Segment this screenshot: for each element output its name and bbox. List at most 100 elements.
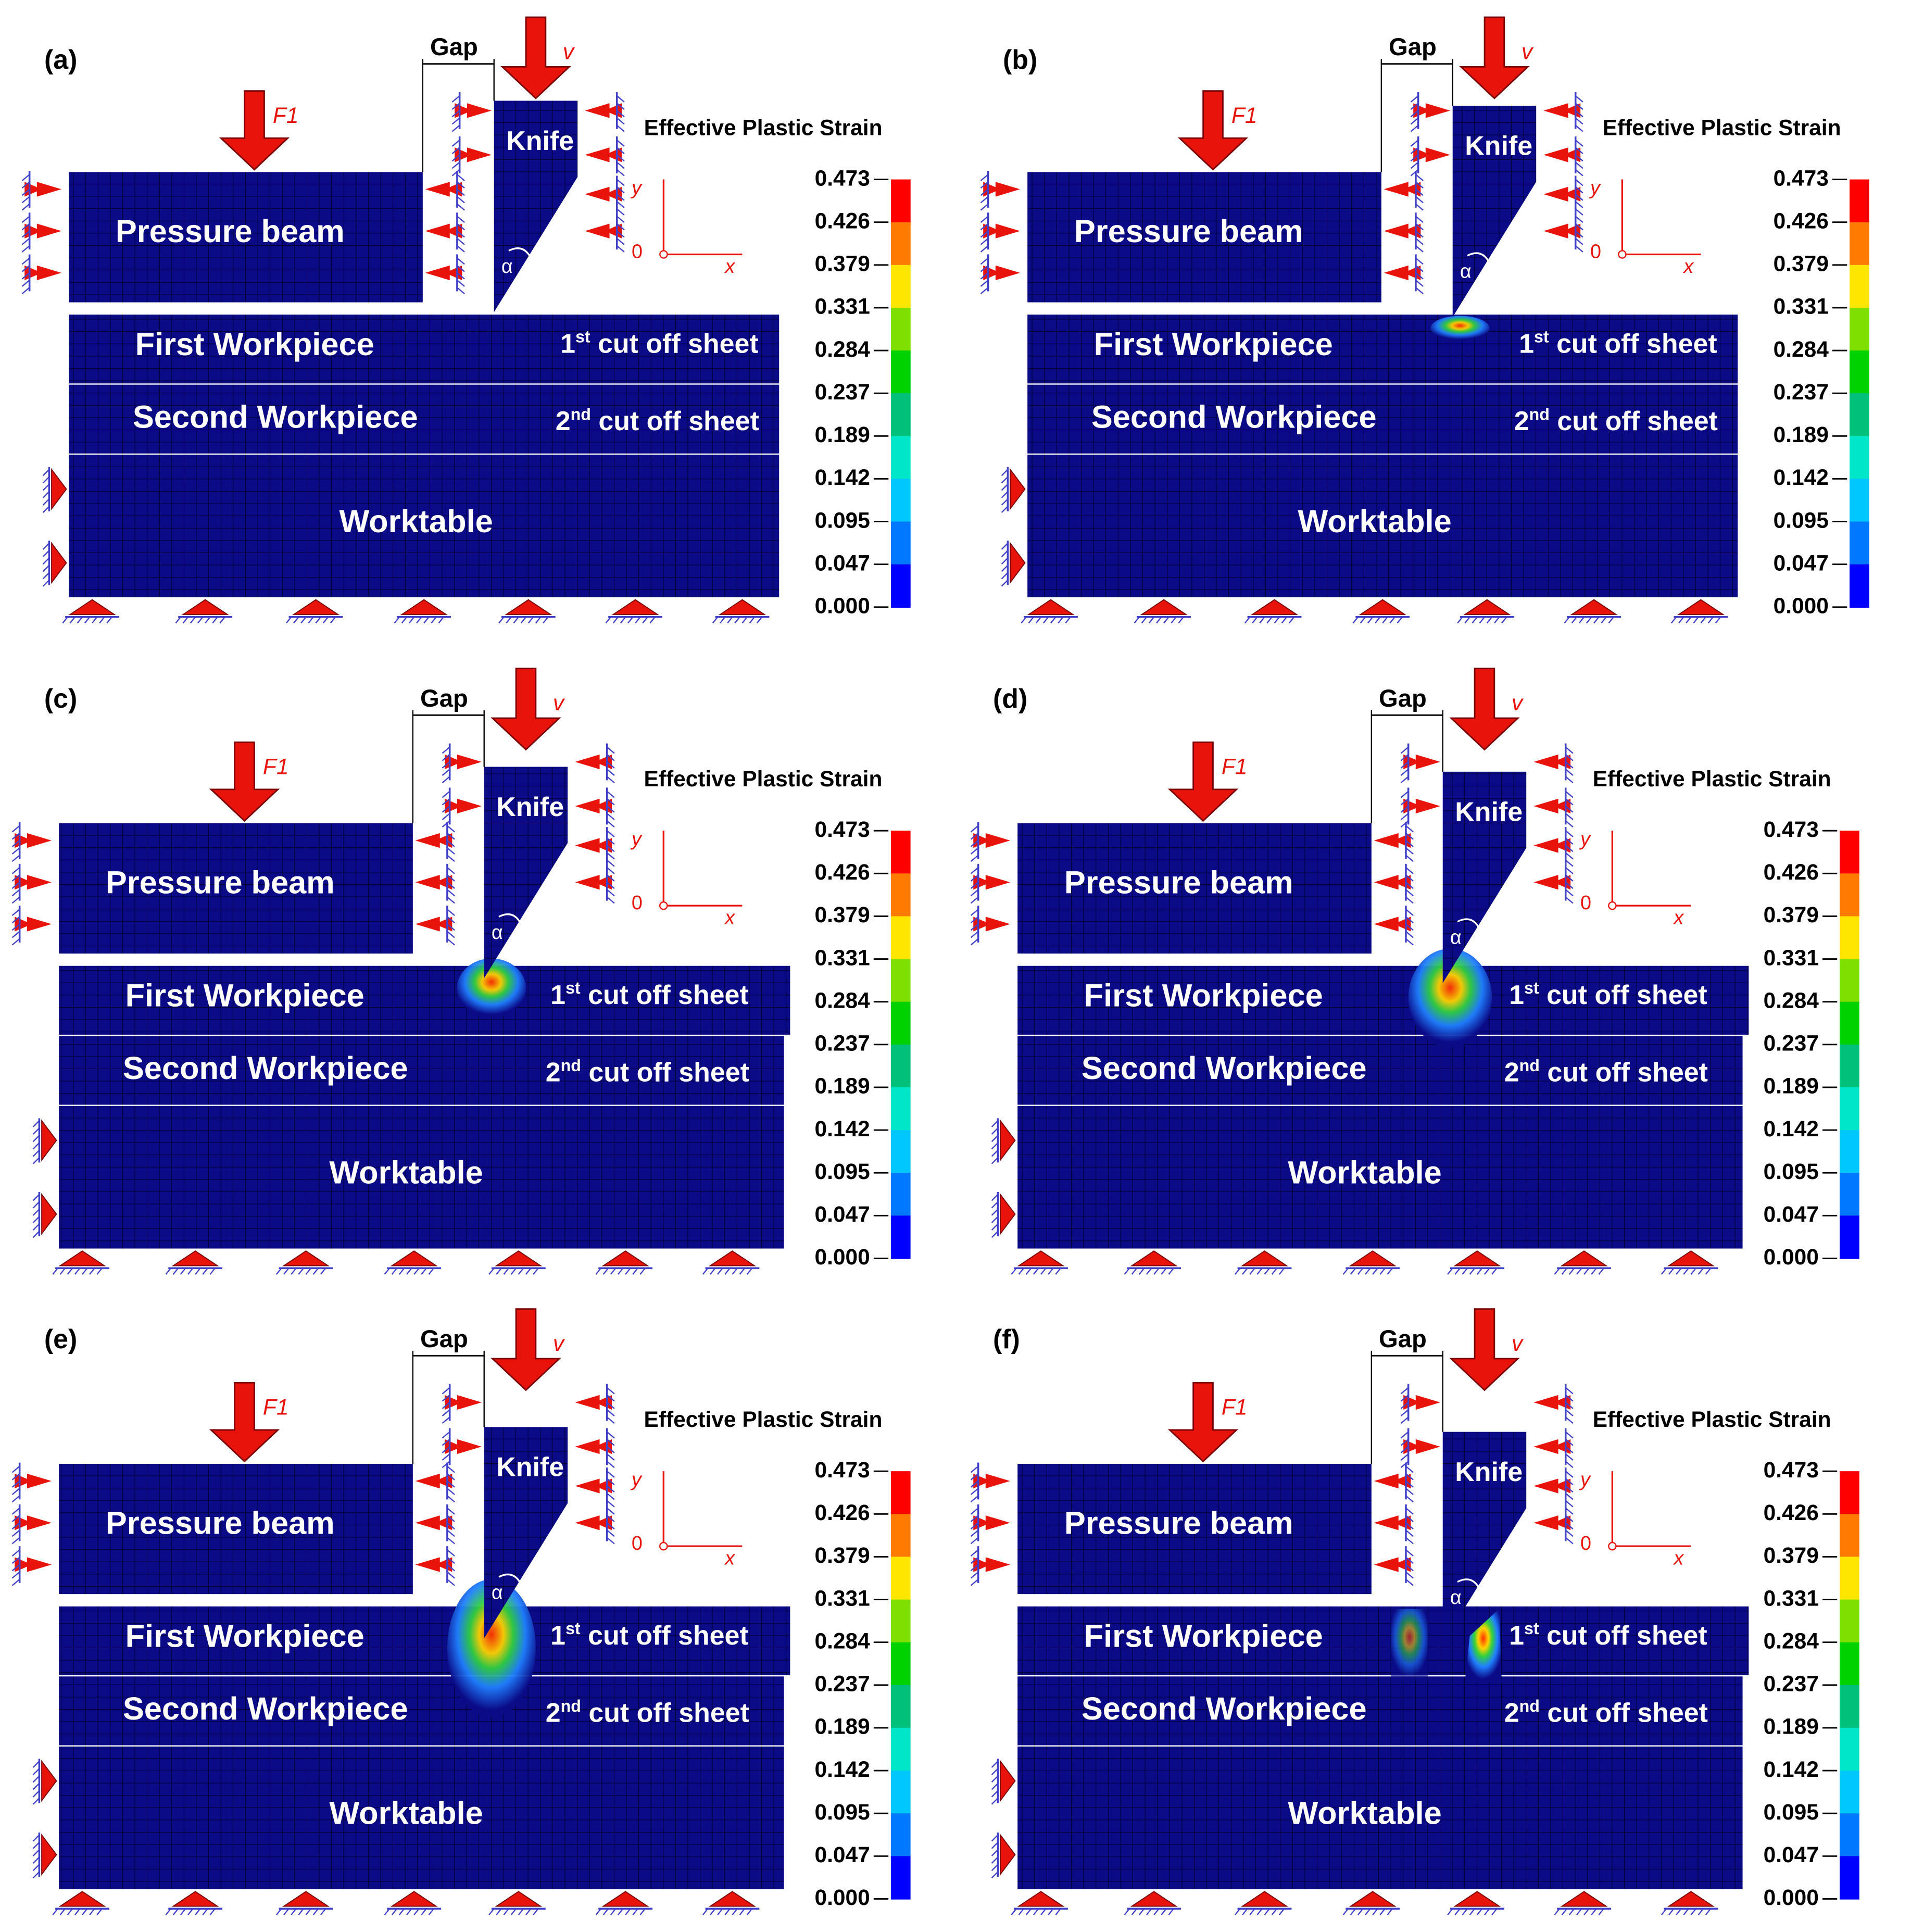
colorbar-tick-label: 0.189 xyxy=(815,422,870,447)
second-workpiece xyxy=(1017,1676,1743,1746)
table-side-support-icon xyxy=(1001,541,1026,587)
beam-constraint-icon xyxy=(11,906,52,946)
colorbar-tick-label: 0.047 xyxy=(815,1842,870,1867)
second-cut-off-sheet-label: 2nd cut off sheet xyxy=(1514,405,1718,436)
table-base-support-icon xyxy=(1352,599,1410,624)
table-side-support-icon xyxy=(991,1832,1016,1878)
alpha-arc-icon xyxy=(498,913,522,925)
colorbar-segment xyxy=(1849,521,1869,565)
colorbar-segment xyxy=(1839,1770,1859,1814)
knife-label: Knife xyxy=(1455,797,1523,827)
colorbar-tick-label: 0.000 xyxy=(1763,1245,1818,1269)
colorbar-tick-label: 0.142 xyxy=(815,465,870,490)
panel-label: (a) xyxy=(44,45,77,75)
table-base-support-icon xyxy=(165,1250,223,1275)
colorbar-title: Effective Plastic Strain xyxy=(1593,767,1831,791)
colorbar-segment xyxy=(890,1130,911,1174)
knife xyxy=(1452,105,1536,317)
panel-e: (e) Pressure beam First Workpiece Second Wo… xyxy=(11,1308,911,1915)
beam-right-constraint-icon xyxy=(415,864,455,904)
colorbar-segment xyxy=(1839,1173,1859,1216)
table-side-support-icon xyxy=(32,1118,57,1164)
colorbar-segment xyxy=(1849,222,1869,266)
axis-y-label: y xyxy=(630,828,643,850)
colorbar-tick-label: 0.426 xyxy=(1763,860,1818,884)
panel-a: (a) Pressure beam First Workpiece Second Wo… xyxy=(21,16,911,624)
table-base-support-icon xyxy=(1342,1250,1400,1275)
colorbar-tick-label: 0.000 xyxy=(815,1885,870,1910)
axis-y-label: y xyxy=(630,177,643,198)
knife-right-constraint-icon xyxy=(1533,1467,1574,1508)
pressure-beam-label: Pressure beam xyxy=(106,865,335,901)
knife-right-constraint-icon xyxy=(1533,827,1574,867)
strain-zone xyxy=(1408,948,1492,1047)
knife-right-constraint-icon xyxy=(575,1504,615,1545)
table-base-support-icon xyxy=(1564,599,1621,624)
worktable xyxy=(59,1746,784,1889)
second-workpiece xyxy=(1027,384,1738,454)
knife-right-constraint-icon xyxy=(1543,136,1583,177)
table-base-support-icon xyxy=(702,1250,760,1275)
colorbar-tick-label: 0.237 xyxy=(815,1671,870,1696)
axis-y-label: y xyxy=(1589,177,1601,198)
table-side-support-icon xyxy=(991,1118,1016,1164)
table-side-support-icon xyxy=(1001,467,1026,513)
table-base-support-icon xyxy=(595,1890,653,1915)
panel-b: (b) Pressure beam First Workpiece Second Wo… xyxy=(980,16,1869,624)
axis-x-label: x xyxy=(724,1547,735,1569)
colorbar-segment xyxy=(1839,916,1859,960)
knife-right-constraint-icon xyxy=(575,827,615,867)
force-label: F1 xyxy=(263,1395,289,1419)
knife-label: Knife xyxy=(1465,131,1532,161)
colorbar-segment xyxy=(890,1856,911,1900)
colorbar-segment xyxy=(890,307,911,352)
worktable xyxy=(1017,1106,1743,1249)
colorbar-segment xyxy=(1839,1557,1859,1600)
colorbar-segment xyxy=(1839,1087,1859,1131)
colorbar-tick-label: 0.284 xyxy=(1763,988,1819,1013)
table-side-support-icon xyxy=(42,541,67,587)
knife-right-constraint-icon xyxy=(585,212,625,253)
colorbar-tick-label: 0.142 xyxy=(1763,1116,1818,1141)
pressure-beam-label: Pressure beam xyxy=(116,214,345,249)
alpha-label: α xyxy=(501,255,513,277)
table-base-support-icon xyxy=(1661,1890,1718,1915)
colorbar-tick-label: 0.331 xyxy=(815,1586,870,1610)
force-label: F1 xyxy=(263,755,289,779)
knife-right-constraint-icon xyxy=(1533,1504,1574,1545)
colorbar-tick-label: 0.000 xyxy=(1763,1885,1818,1910)
colorbar-tick-label: 0.473 xyxy=(1763,1458,1818,1482)
first-workpiece xyxy=(1017,965,1749,1035)
axis-y-label: y xyxy=(630,1468,643,1490)
colorbar-segment xyxy=(1839,1215,1859,1259)
second-workpiece xyxy=(1017,1036,1743,1105)
pressure-beam xyxy=(59,1463,413,1594)
table-base-support-icon xyxy=(1554,1890,1611,1915)
colorbar-segment xyxy=(890,179,911,223)
second-workpiece xyxy=(59,1036,784,1105)
colorbar-tick-label: 0.000 xyxy=(815,1245,870,1269)
gap-label: Gap xyxy=(430,33,478,61)
pressure-beam xyxy=(1017,1463,1372,1594)
strain-zone xyxy=(457,958,526,1018)
beam-constraint-icon xyxy=(11,822,52,862)
alpha-arc-icon xyxy=(1467,252,1490,264)
colorbar-tick-label: 0.047 xyxy=(1773,551,1828,575)
pressure-beam xyxy=(1017,823,1372,954)
knife-label: Knife xyxy=(496,1452,564,1482)
beam-right-constraint-icon xyxy=(1374,906,1414,946)
beam-right-constraint-icon xyxy=(425,171,465,211)
colorbar-tick-label: 0.189 xyxy=(815,1714,870,1738)
colorbar-segment xyxy=(890,1215,911,1259)
colorbar-segment xyxy=(890,393,911,437)
beam-constraint-icon xyxy=(21,254,62,294)
colorbar-segment xyxy=(1839,959,1859,1003)
colorbar-segment xyxy=(890,1514,911,1558)
panel-f: (f) Pressure beam First Workpiece Second Wo… xyxy=(970,1308,1859,1915)
strain-zone-left xyxy=(1391,1609,1428,1680)
colorbar-segment xyxy=(1839,1727,1859,1771)
colorbar-tick-label: 0.284 xyxy=(1763,1628,1819,1653)
worktable xyxy=(59,1106,784,1249)
colorbar-tick-label: 0.189 xyxy=(1763,1714,1818,1738)
panel-label: (f) xyxy=(993,1324,1020,1354)
